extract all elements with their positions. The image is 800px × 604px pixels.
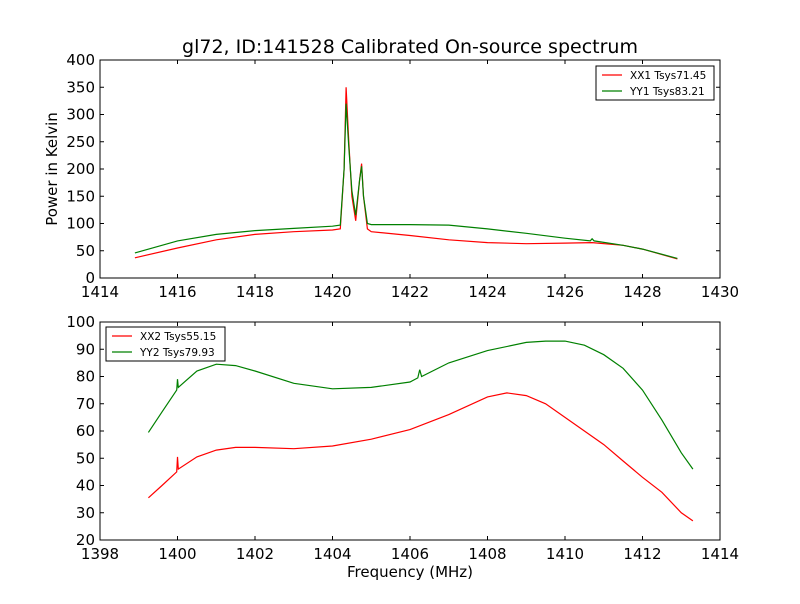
y-tick-label: 50	[76, 242, 95, 260]
y-tick-label: 150	[66, 187, 95, 205]
y-tick-label: 350	[66, 78, 95, 96]
x-tick-label: 1430	[701, 283, 739, 301]
x-tick-label: 1416	[158, 283, 196, 301]
x-tick-label: 1418	[236, 283, 274, 301]
y-tick-label: 400	[66, 51, 95, 69]
bottom-axes: 1398 1400 1402 1404 1406 1408 1410 1412 1414 20 30…	[66, 313, 739, 563]
y-tick-label: 50	[76, 449, 95, 467]
y-tick-label: 100	[66, 313, 95, 331]
y-tick-label: 100	[66, 215, 95, 233]
y-tick-label: 60	[76, 422, 95, 440]
y-tick-label: 250	[66, 133, 95, 151]
x-tick-label: 1422	[391, 283, 429, 301]
x-tick-label: 1426	[546, 283, 584, 301]
y-tick-label: 300	[66, 106, 95, 124]
x-tick-label: 1408	[468, 545, 506, 563]
series-line-yy2	[147, 340, 694, 470]
x-tick-label: 1428	[623, 283, 661, 301]
legend-label: YY1 Tsys83.21	[629, 86, 705, 98]
y-tick-label: 20	[76, 531, 95, 549]
chart-title: gl72, ID:141528 Calibrated On-source spe…	[182, 36, 638, 58]
x-tick-label: 1404	[313, 545, 351, 563]
legend-box	[595, 65, 715, 101]
x-tick-label: 1398	[81, 545, 119, 563]
legend-label: XX1 Tsys71.45	[630, 70, 706, 82]
legend-label: YY2 Tsys79.93	[139, 347, 215, 359]
top-y-axis-label: Power in Kelvin	[43, 112, 61, 226]
x-tick-label: 1414	[701, 545, 739, 563]
legend-label: XX2 Tsys55.15	[140, 331, 216, 343]
y-tick-label: 70	[76, 395, 95, 413]
y-tick-label: 200	[66, 160, 95, 178]
x-tick-label: 1402	[236, 545, 274, 563]
x-tick-label: 1420	[313, 283, 351, 301]
x-tick-label: 1424	[468, 283, 506, 301]
legend-box	[105, 326, 226, 362]
x-tick-label: 1410	[546, 545, 584, 563]
y-tick-label: 0	[85, 269, 95, 287]
y-tick-label: 90	[76, 340, 95, 358]
y-tick-label: 80	[76, 368, 95, 386]
series-line-xx1	[134, 87, 678, 260]
series-line-yy1	[134, 103, 678, 259]
y-tick-label: 40	[76, 477, 95, 495]
x-tick-label: 1412	[623, 545, 661, 563]
top-axes: 1414 1416 1418 1420 1422 1424 1426 1428 1430 0 50 1…	[66, 51, 739, 301]
x-tick-label: 1406	[391, 545, 429, 563]
bottom-x-axis-label: Frequency (MHz)	[347, 563, 473, 581]
series-line-xx2	[147, 392, 694, 522]
y-tick-label: 30	[76, 504, 95, 522]
x-tick-label: 1414	[81, 283, 119, 301]
x-tick-label: 1400	[158, 545, 196, 563]
